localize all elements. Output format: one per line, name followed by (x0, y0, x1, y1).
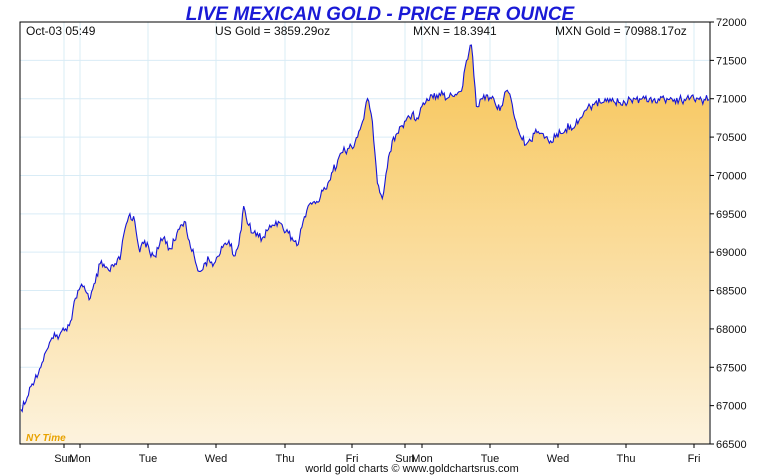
y-tick-label: 71000 (716, 94, 747, 106)
x-tick-label: Sun (54, 453, 74, 465)
x-tick-label: Tue (139, 453, 158, 465)
y-tick-label: 72000 (716, 17, 747, 29)
plot-border (19, 21, 711, 445)
header-us-gold: US Gold = 3859.29oz (215, 24, 330, 38)
x-tick-label: Tue (481, 453, 500, 465)
y-tick-label: 67500 (716, 362, 747, 374)
y-axis-ticks: 66500 67000 67500 68000 68500 69000 69500 70000… (710, 17, 747, 451)
y-tick-label: 71500 (716, 55, 747, 67)
header-mxn-rate: MXN = 18.3941 (413, 24, 497, 38)
x-tick-label: Fri (688, 453, 701, 465)
x-tick-label: Thu (617, 453, 636, 465)
y-tick-label: 68000 (716, 324, 747, 336)
x-tick-label: Fri (346, 453, 359, 465)
y-tick-label: 68500 (716, 286, 747, 298)
x-tick-label: Mon (69, 453, 90, 465)
y-tick-label: 67000 (716, 401, 747, 413)
y-tick-label: 70500 (716, 132, 747, 144)
chart-credit: world gold charts © www.goldchartsrus.co… (304, 463, 519, 475)
y-tick-label: 70000 (716, 170, 747, 182)
x-tick-label: Mon (411, 453, 432, 465)
header-mxn-gold: MXN Gold = 70988.17oz (555, 24, 687, 38)
y-tick-label: 69000 (716, 247, 747, 259)
header-datetime: Oct-03 05:49 (26, 24, 96, 38)
y-tick-label: 69500 (716, 209, 747, 221)
chart-title: LIVE MEXICAN GOLD - PRICE PER OUNCE (186, 4, 576, 25)
x-tick-label: Thu (276, 453, 295, 465)
price-line (20, 44, 710, 413)
price-area-fill (21, 45, 709, 444)
x-tick-label: Sun (395, 453, 415, 465)
timezone-label: NY Time (26, 433, 66, 444)
y-tick-label: 66500 (716, 439, 747, 451)
x-tick-label: Wed (205, 453, 227, 465)
x-tick-label: Wed (547, 453, 569, 465)
